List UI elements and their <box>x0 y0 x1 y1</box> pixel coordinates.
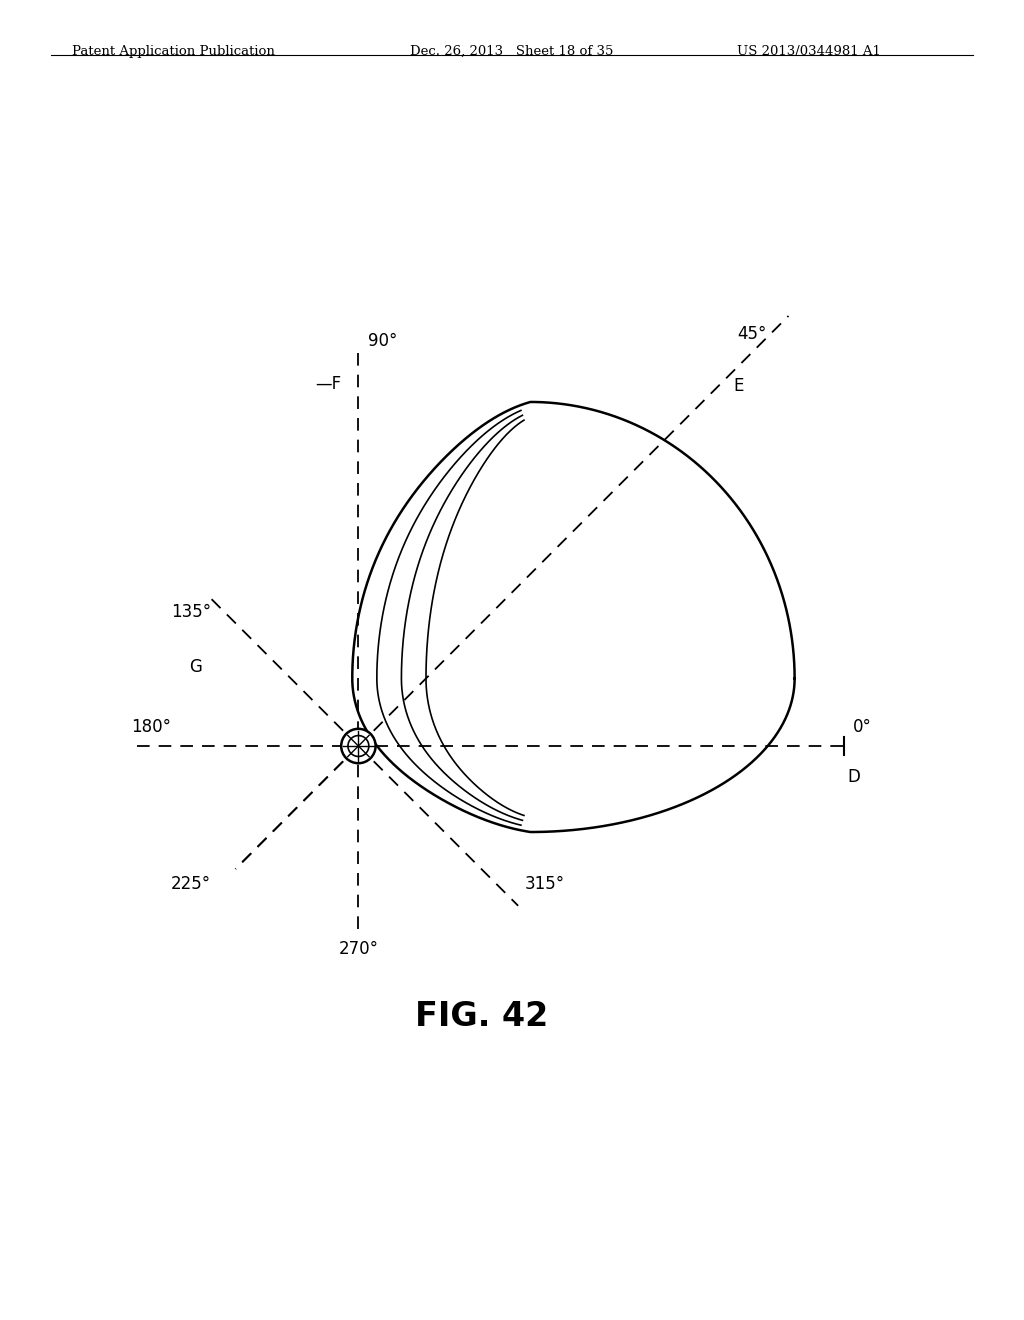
Text: Patent Application Publication: Patent Application Publication <box>72 45 274 58</box>
Text: 135°: 135° <box>172 603 212 620</box>
Text: US 2013/0344981 A1: US 2013/0344981 A1 <box>737 45 882 58</box>
Text: 315°: 315° <box>524 875 564 894</box>
Text: 180°: 180° <box>131 718 171 737</box>
Text: D: D <box>848 768 860 787</box>
Text: Dec. 26, 2013   Sheet 18 of 35: Dec. 26, 2013 Sheet 18 of 35 <box>410 45 613 58</box>
Text: 270°: 270° <box>338 940 379 958</box>
Text: G: G <box>188 657 202 676</box>
Text: FIG. 42: FIG. 42 <box>415 999 548 1032</box>
Circle shape <box>341 729 376 763</box>
Text: 90°: 90° <box>369 333 397 350</box>
Text: 225°: 225° <box>171 875 211 894</box>
Text: —F: —F <box>315 375 342 392</box>
Text: E: E <box>733 378 743 396</box>
Text: 45°: 45° <box>737 325 766 343</box>
Text: 0°: 0° <box>852 718 871 737</box>
